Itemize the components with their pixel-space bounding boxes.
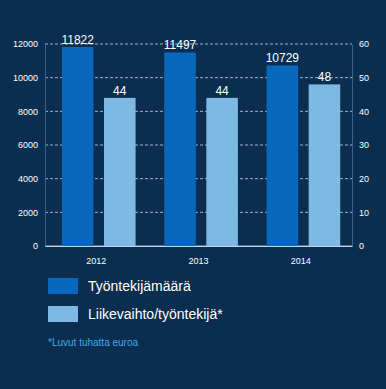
tick-label: 4000 bbox=[18, 174, 38, 184]
bar bbox=[164, 52, 196, 246]
legend-label: Työntekijämäärä bbox=[88, 278, 191, 294]
tick-label: 2013 bbox=[188, 256, 208, 266]
tick: 20 bbox=[352, 174, 369, 184]
tick: 50 bbox=[352, 73, 369, 83]
legend-swatch bbox=[48, 278, 78, 294]
tick-label: 8000 bbox=[18, 107, 38, 117]
tick: 2000 bbox=[18, 208, 45, 218]
tick: 4000 bbox=[18, 174, 45, 184]
tick: 0 bbox=[352, 241, 364, 251]
y-axis: 0 2000 4000 6000 8000 10000 12000 bbox=[13, 39, 46, 251]
data-label: 44 bbox=[215, 84, 229, 98]
legend: Työntekijämäärä Liikevaihto/työntekijä* bbox=[48, 278, 223, 322]
y2-axis: 0 10 20 30 40 50 60 bbox=[352, 39, 369, 251]
tick-label: 10000 bbox=[13, 73, 38, 83]
tick: 2012 bbox=[86, 246, 106, 266]
tick: 30 bbox=[352, 140, 369, 150]
tick: 2013 bbox=[188, 246, 208, 266]
data-label: 48 bbox=[318, 70, 332, 84]
axis-line bbox=[46, 246, 353, 247]
legend-swatch bbox=[48, 306, 78, 322]
data-label: 11822 bbox=[61, 33, 94, 47]
tick: 10 bbox=[352, 208, 369, 218]
tick-label: 0 bbox=[33, 241, 38, 251]
background bbox=[0, 0, 386, 389]
tick: 8000 bbox=[18, 107, 45, 117]
tick: 2014 bbox=[291, 246, 311, 266]
tick-label: 0 bbox=[359, 241, 364, 251]
chart: 11822 11497 10729 44 44 48 0 2000 4000 6000 8000 10… bbox=[0, 0, 386, 389]
tick-label: 40 bbox=[359, 107, 369, 117]
tick: 10000 bbox=[13, 73, 45, 83]
annotation: *Luvut tuhatta euroa bbox=[48, 337, 139, 348]
data-label: 10729 bbox=[266, 51, 300, 65]
tick: 6000 bbox=[18, 140, 45, 150]
tick: 0 bbox=[33, 241, 45, 251]
tick-label: 2000 bbox=[18, 208, 38, 218]
data-labels: 11822 11497 10729 44 44 48 bbox=[61, 33, 331, 98]
tick-label: 50 bbox=[359, 73, 369, 83]
bar bbox=[62, 47, 94, 246]
axis-line bbox=[352, 45, 353, 247]
bar bbox=[309, 84, 341, 246]
grid bbox=[45, 44, 352, 246]
bar bbox=[206, 98, 238, 246]
tick-label: 2014 bbox=[291, 256, 311, 266]
data-label: 11497 bbox=[164, 38, 197, 52]
tick: 60 bbox=[352, 39, 369, 49]
tick-label: 20 bbox=[359, 174, 369, 184]
tick-label: 12000 bbox=[13, 39, 38, 49]
tick-label: 10 bbox=[359, 208, 369, 218]
tick: 12000 bbox=[13, 39, 45, 49]
tick: 40 bbox=[352, 107, 369, 117]
bar bbox=[104, 98, 136, 246]
tick-label: 60 bbox=[359, 39, 369, 49]
bar bbox=[267, 65, 299, 246]
tick-label: 30 bbox=[359, 140, 369, 150]
legend-label: Liikevaihto/työntekijä* bbox=[88, 306, 223, 322]
data-label: 44 bbox=[113, 84, 127, 98]
tick-label: 2012 bbox=[86, 256, 106, 266]
tick-label: 6000 bbox=[18, 140, 38, 150]
axis-line bbox=[45, 45, 46, 247]
bars bbox=[62, 47, 340, 246]
x-axis: 2012 2013 2014 bbox=[46, 246, 353, 266]
